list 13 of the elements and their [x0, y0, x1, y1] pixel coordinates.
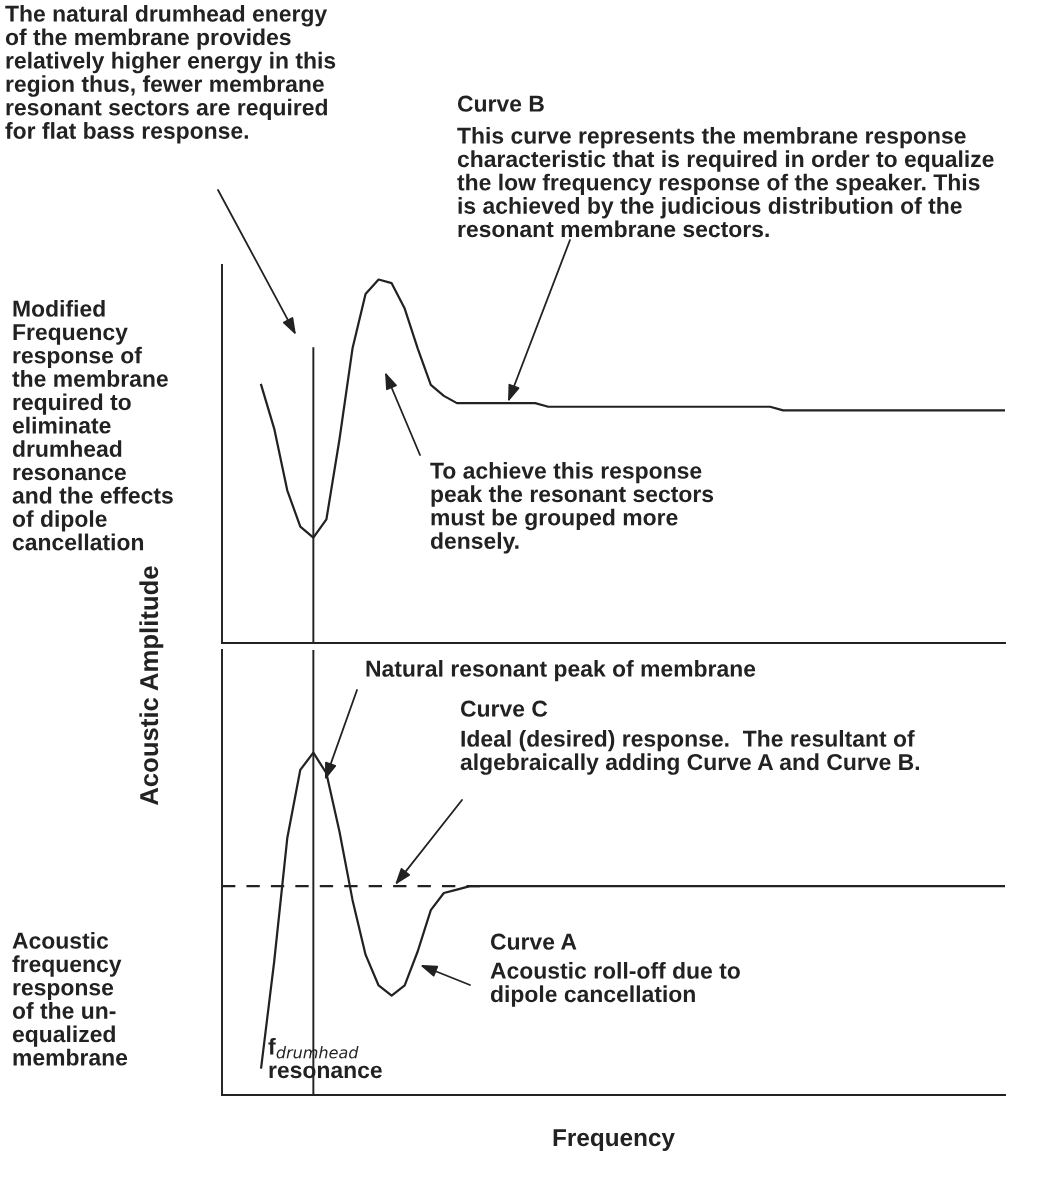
annotation: To achieve this response peak the resonant sectors must be grouped more densely.	[430, 462, 714, 554]
text: Modified Frequency response of the membrane required to eliminate drumhead resonance and the effects of dipole cancellation	[12, 300, 173, 551]
annotation: Curve A	[490, 933, 577, 950]
annotation: Acoustic roll-off due to dipole cancellation	[490, 962, 740, 1007]
y-axis-title: Acoustic Amplitude	[139, 566, 164, 806]
text: The natural drumhead energy of the membrane provides relatively higher energy in this region thus, fewer membrane resonant sectors are required for flat bass response.	[5, 5, 336, 144]
text: Curve B	[457, 95, 544, 112]
text: Curve C	[460, 700, 548, 717]
x-axis-title: Frequency	[553, 1129, 675, 1151]
text: Acoustic frequency response of the un- equalized membrane	[12, 932, 128, 1066]
text: This curve represents the membrane response characteristic that is required in order to equalize the low frequency response of the speaker. This is achieved by the judicious distribution of the resonant membrane sectors.	[457, 127, 994, 238]
annotation: Ideal (desired) response. The resultant of algebraically adding Curve A and Curve B.	[460, 730, 919, 775]
text: Natural resonant peak of membrane	[366, 660, 756, 682]
